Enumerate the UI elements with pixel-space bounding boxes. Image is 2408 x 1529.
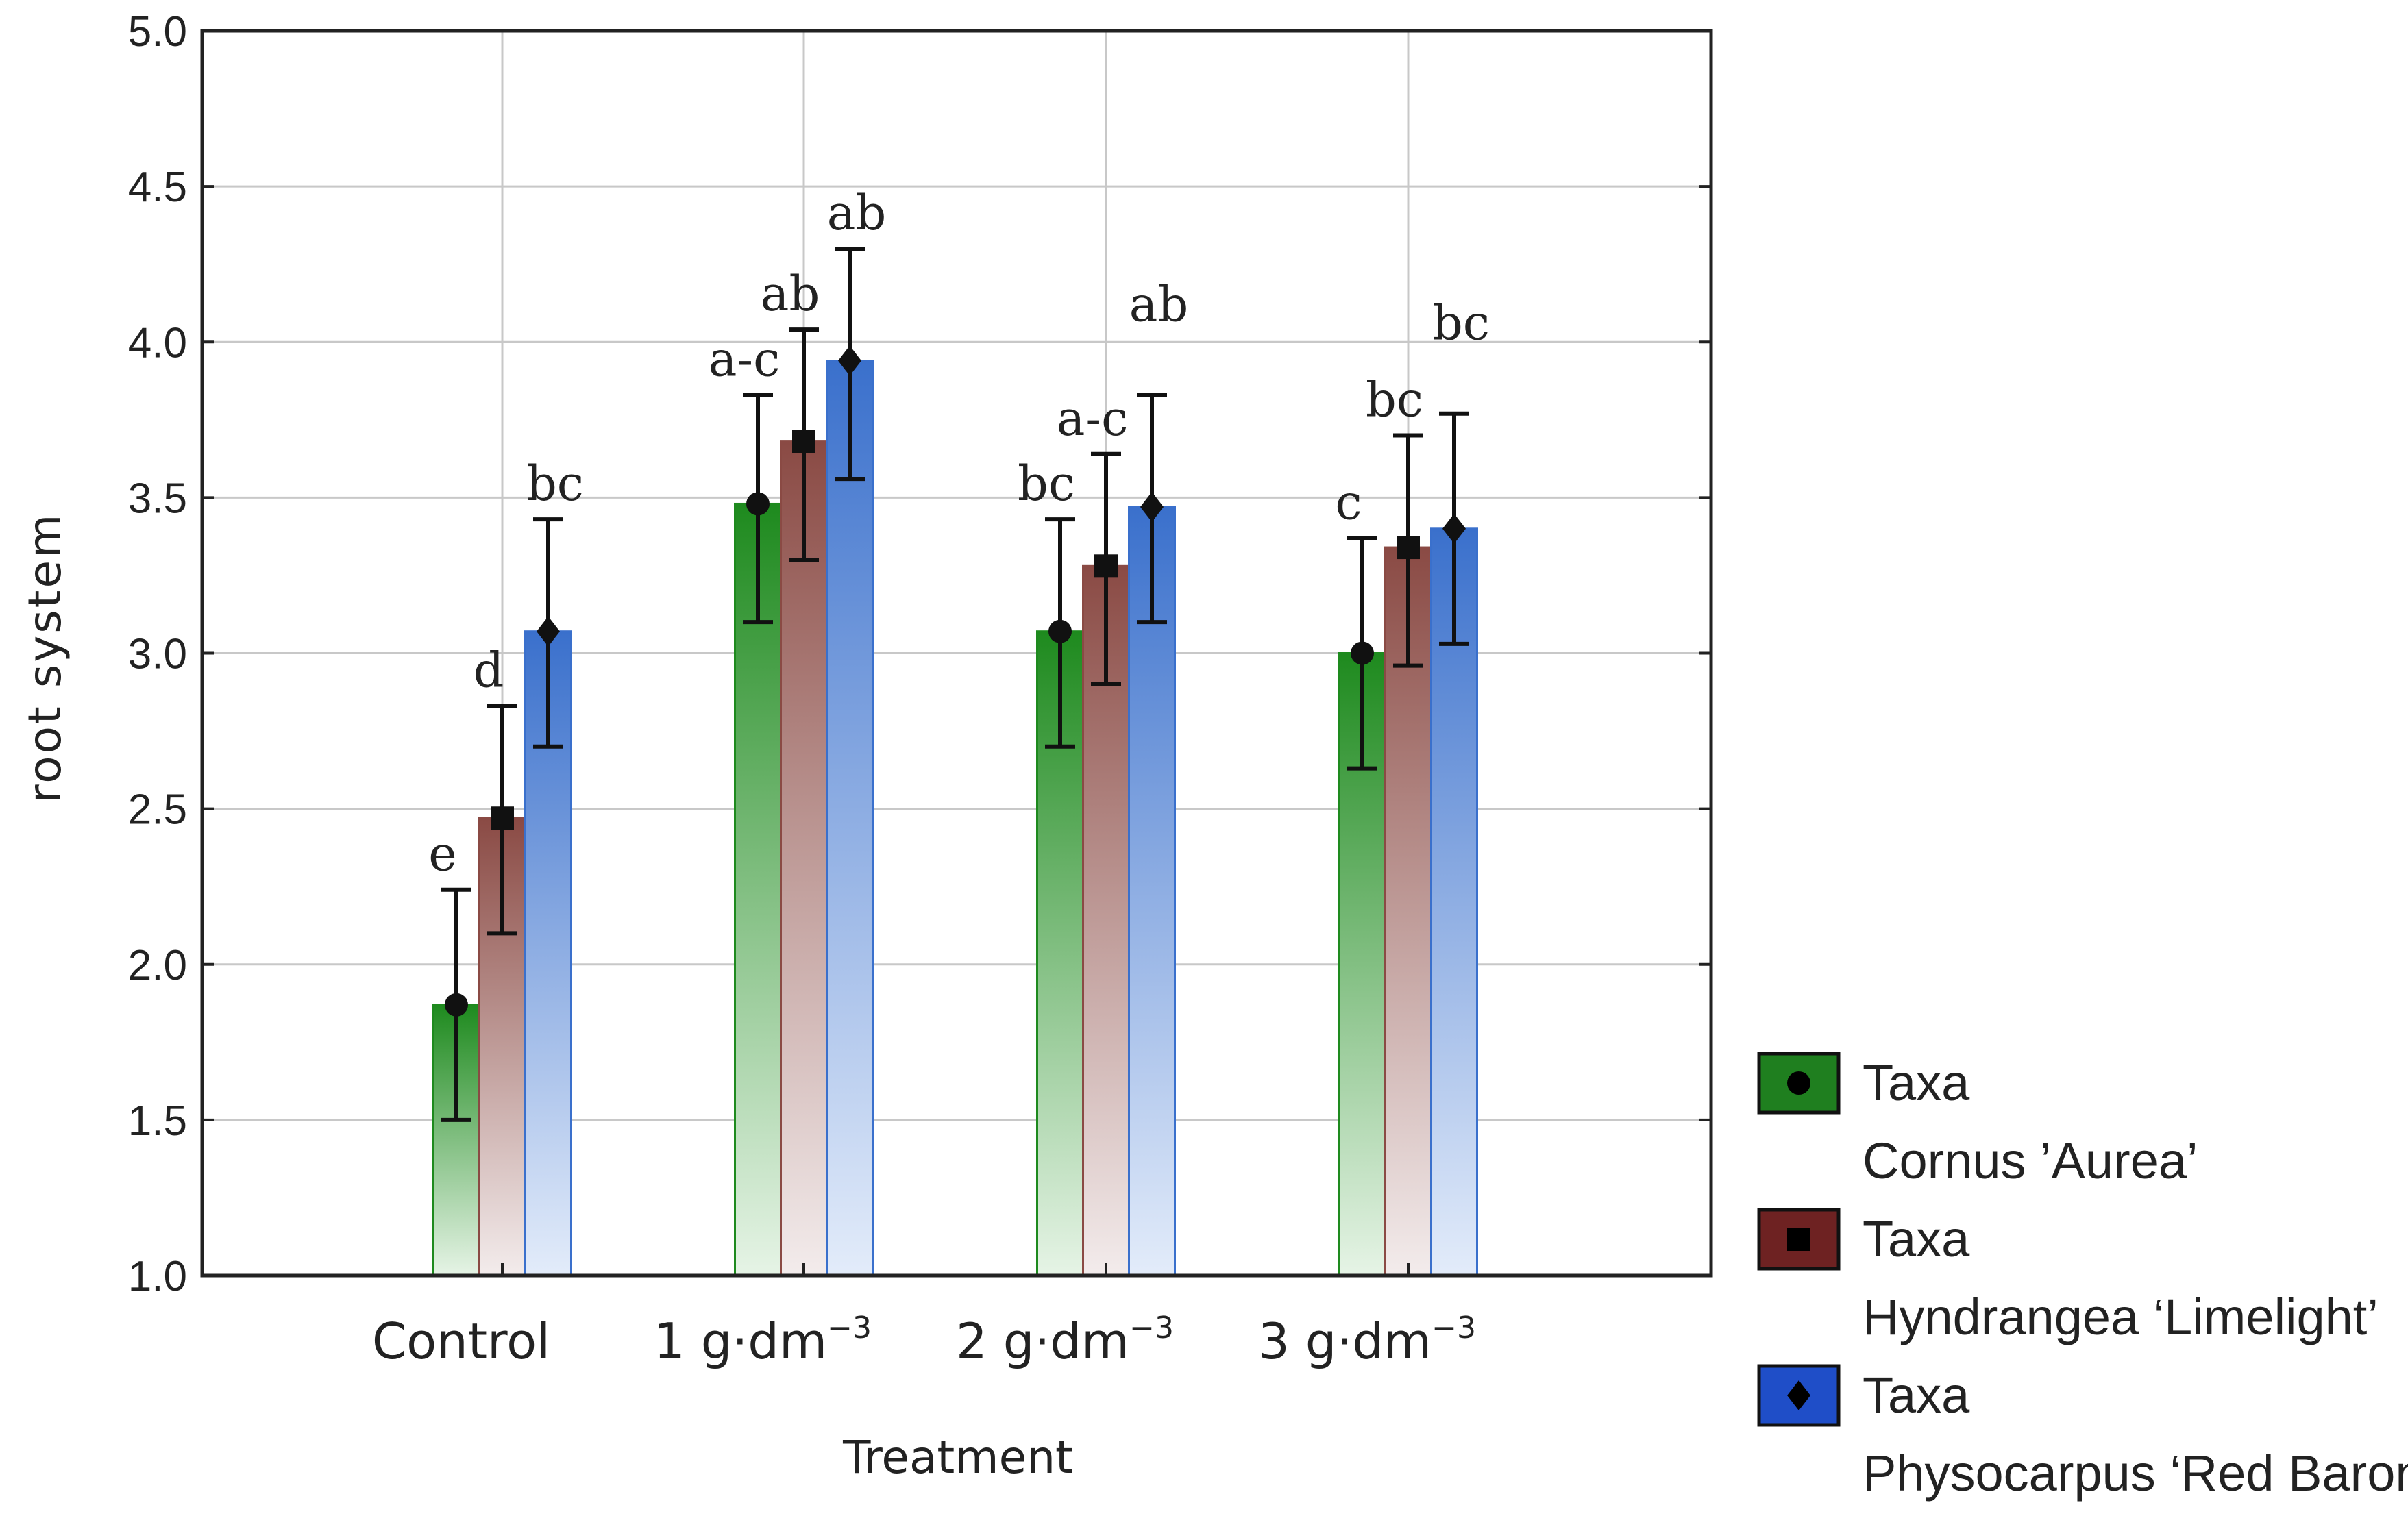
- bar: [826, 360, 874, 1277]
- legend-taxon-name: Physocarpus ‘Red Baron’: [1863, 1445, 2408, 1502]
- y-axis-label: root system: [19, 512, 71, 804]
- significance-label: d: [474, 643, 504, 699]
- y-tick-label: 2.5: [128, 786, 187, 834]
- y-tick-label: 4.0: [128, 319, 187, 366]
- x-tick-label-superscript: −3: [1432, 1310, 1476, 1345]
- legend-taxon-name: Cornus ’Aurea’: [1863, 1132, 2198, 1189]
- significance-label: bc: [1432, 295, 1490, 351]
- x-axis-ticks: Control 1 g·dm−3 2 g·dm−3 3 g·dm−3: [372, 1263, 1476, 1370]
- y-axis-ticks: 1.0 1.5 2.0 2.5 3.0 3.5 4.0 4.5 5.0: [128, 8, 1711, 1300]
- legend-marker-circle: [1787, 1071, 1810, 1095]
- point-marker-diamond: [838, 345, 861, 376]
- legend-series-name: Taxa: [1863, 1367, 1970, 1424]
- significance-label: bc: [1018, 456, 1075, 512]
- legend: Taxa Cornus ’Aurea’ Taxa Hyndrangea ‘Limeli…: [1757, 1052, 2408, 1502]
- significance-label: ab: [1129, 276, 1189, 332]
- point-marker-circle: [746, 492, 770, 516]
- significance-label: a-c: [709, 331, 781, 387]
- significance-label: e: [428, 826, 456, 882]
- significance-label: c: [1335, 474, 1362, 530]
- gridlines: [202, 29, 1711, 1277]
- legend-taxon-name: Hyndrangea ‘Limelight’: [1863, 1289, 2379, 1345]
- point-marker-diamond: [1442, 513, 1466, 544]
- significance-label: bc: [526, 456, 584, 512]
- y-tick-label: 3.5: [128, 475, 187, 522]
- x-axis-label: Treatment: [842, 1431, 1073, 1484]
- legend-series-name: Taxa: [1863, 1210, 1970, 1267]
- point-marker-circle: [445, 993, 468, 1017]
- y-tick-label: 2.0: [128, 942, 187, 989]
- significance-label: bc: [1366, 372, 1423, 428]
- x-tick-label: 3 g·dm−3: [1258, 1310, 1476, 1370]
- point-marker-diamond: [1140, 492, 1164, 523]
- x-tick-label-superscript: −3: [1129, 1310, 1174, 1345]
- point-marker-diamond: [537, 616, 560, 647]
- point-marker-square: [1094, 554, 1118, 578]
- legend-marker-diamond: [1787, 1380, 1810, 1410]
- legend-marker-square: [1787, 1228, 1810, 1251]
- point-marker-square: [792, 430, 815, 453]
- point-marker-square: [491, 806, 514, 830]
- bar: [780, 440, 828, 1277]
- y-tick-label: 4.5: [128, 164, 187, 211]
- point-marker-square: [1397, 536, 1420, 560]
- y-tick-label: 3.0: [128, 631, 187, 678]
- significance-label: ab: [761, 266, 820, 322]
- error-bars: [441, 246, 1469, 1122]
- significance-label: a-c: [1057, 390, 1129, 447]
- y-tick-label: 1.5: [128, 1097, 187, 1145]
- y-tick-label: 1.0: [128, 1253, 187, 1300]
- x-tick-label: Control: [372, 1313, 550, 1370]
- x-tick-label: 1 g·dm−3: [654, 1310, 872, 1370]
- legend-series-name: Taxa: [1863, 1054, 1970, 1111]
- x-tick-label-superscript: −3: [827, 1310, 872, 1345]
- x-tick-label: 2 g·dm−3: [956, 1310, 1174, 1370]
- y-tick-label: 5.0: [128, 8, 187, 55]
- point-marker-circle: [1351, 641, 1374, 665]
- point-marker-circle: [1048, 619, 1072, 643]
- significance-label: ab: [827, 185, 887, 241]
